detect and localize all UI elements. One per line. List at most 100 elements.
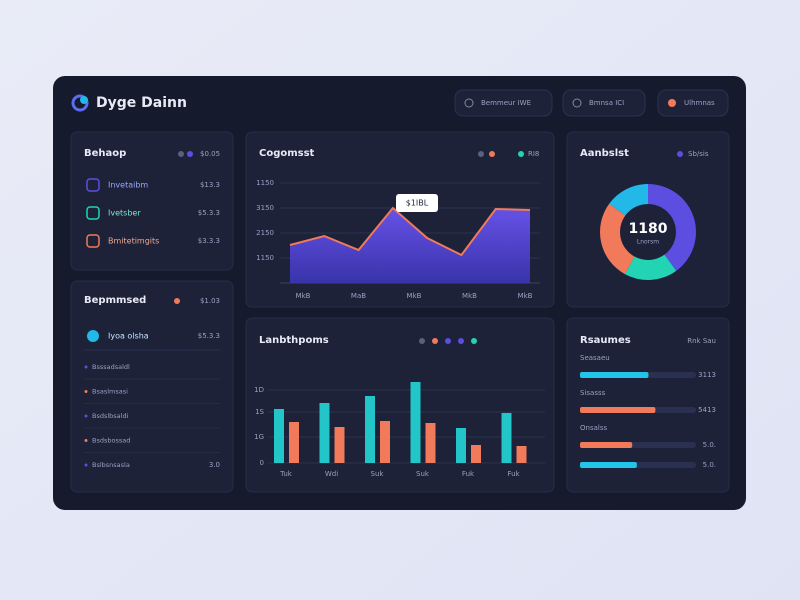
- bar: [516, 446, 527, 463]
- header-button[interactable]: [562, 89, 646, 117]
- panel-title: Aanbslst: [580, 148, 629, 159]
- progress-bar: [580, 407, 656, 413]
- bar-value: 5.0.: [703, 461, 716, 469]
- legend-label: RI8: [528, 150, 539, 158]
- y-tick-label: 1150: [256, 179, 274, 187]
- row-label: Iyoa olsha: [108, 332, 149, 341]
- row-value: $5.3.3: [198, 332, 220, 340]
- legend-dot: [471, 338, 477, 344]
- bar: [319, 403, 330, 463]
- x-tick-label: Suk: [416, 470, 430, 478]
- legend-dot: [677, 151, 683, 157]
- bar: [334, 427, 345, 463]
- tooltip: [396, 194, 438, 212]
- x-tick-label: Wdi: [325, 470, 338, 478]
- row-icon: [86, 178, 100, 192]
- bar: [456, 428, 466, 463]
- button-label: Bemmeur IWE: [481, 99, 531, 107]
- progress-bar: [580, 462, 637, 468]
- donut-slice: [648, 184, 697, 271]
- tooltip-text: $1IBL: [406, 199, 429, 208]
- row-label: Bmitetimgits: [108, 237, 159, 246]
- panel: [70, 280, 234, 493]
- line: [289, 206, 531, 257]
- donut-center: 1180: [629, 221, 668, 237]
- header-button[interactable]: [454, 89, 553, 117]
- bar-label: Onsalss: [580, 424, 607, 432]
- bar: [365, 396, 375, 463]
- y-tick-label: 3150: [256, 204, 274, 212]
- legend-dot: [445, 338, 451, 344]
- area: [290, 208, 530, 283]
- donut-slice: [609, 184, 648, 216]
- progress-bar: [580, 442, 633, 448]
- legend-dot: [84, 463, 88, 467]
- progress-bar: [580, 372, 649, 378]
- legend-label: Sb/sis: [688, 150, 709, 158]
- x-tick-label: MkB: [518, 292, 533, 300]
- y-tick-label: 1150: [256, 254, 274, 262]
- bar: [380, 421, 390, 463]
- bar: [501, 413, 512, 463]
- bar: [274, 409, 284, 463]
- donut-slice: [599, 203, 635, 275]
- row-value: $5.3.3: [198, 209, 220, 217]
- legend-dot: [432, 338, 438, 344]
- legend-dot: [187, 151, 193, 157]
- panel-title: Rsaumes: [580, 335, 631, 346]
- y-tick-label: 2150: [256, 229, 274, 237]
- x-tick-label: MkB: [407, 292, 422, 300]
- y-tick-label: 1S: [255, 408, 264, 416]
- logo: [71, 94, 89, 112]
- bar-label: Seasaeu: [580, 354, 610, 362]
- legend-dot: [84, 390, 88, 393]
- list-item: Bslbsnsasla: [92, 461, 130, 469]
- x-tick-label: MaB: [351, 292, 366, 300]
- bar: [471, 445, 481, 463]
- bar-label: Sisasss: [580, 389, 606, 397]
- legend-dot: [84, 414, 88, 418]
- row-icon: [87, 330, 99, 342]
- bar-value: 5413: [698, 406, 716, 414]
- x-tick-label: MkB: [296, 292, 311, 300]
- panel-title: Cogomsst: [259, 148, 315, 159]
- legend-dot: [419, 338, 425, 344]
- legend-dot: [174, 298, 180, 304]
- legend-dot: [478, 151, 484, 157]
- button-label: Bmnsa ICI: [589, 99, 624, 107]
- button-icon: [572, 98, 582, 108]
- list-item: Bsdslbsaldi: [92, 412, 129, 420]
- legend-label: $1.03: [200, 297, 220, 305]
- button-label: Ulhmnas: [684, 99, 715, 107]
- legend-dot: [458, 338, 464, 344]
- donut-slice: [624, 254, 677, 281]
- y-tick-label: 1D: [254, 386, 264, 394]
- row-icon: [86, 206, 100, 220]
- bar: [425, 423, 436, 463]
- bar: [410, 382, 421, 463]
- y-tick-label: 0: [260, 459, 264, 467]
- row-label: Ivetsber: [108, 209, 141, 218]
- row-value: $3.3.3: [198, 237, 220, 245]
- legend-dot: [178, 151, 184, 157]
- bar: [289, 422, 299, 463]
- legend-dot: [84, 365, 88, 369]
- list-item: Bsaslmsasi: [92, 388, 128, 396]
- panel: [70, 131, 234, 271]
- list-item: Bsssadsaldl: [92, 363, 130, 371]
- x-tick-label: Fuk: [462, 470, 475, 478]
- x-tick-label: Tuk: [279, 470, 293, 478]
- donut-sub: Lnorsm: [637, 239, 659, 246]
- row-icon: [86, 234, 100, 248]
- row-value: 3.0: [209, 461, 220, 469]
- list-item: Bsdsbossad: [92, 437, 130, 445]
- legend-dot: [489, 151, 495, 157]
- x-tick-label: Fuk: [507, 470, 520, 478]
- row-label: Invetaibm: [108, 181, 148, 190]
- bar-value: 5.0.: [703, 441, 716, 449]
- legend-dot: [518, 151, 524, 157]
- row-value: $13.3: [200, 181, 220, 189]
- header-button[interactable]: [657, 89, 729, 117]
- app-title: Dyge Dainn: [96, 95, 187, 111]
